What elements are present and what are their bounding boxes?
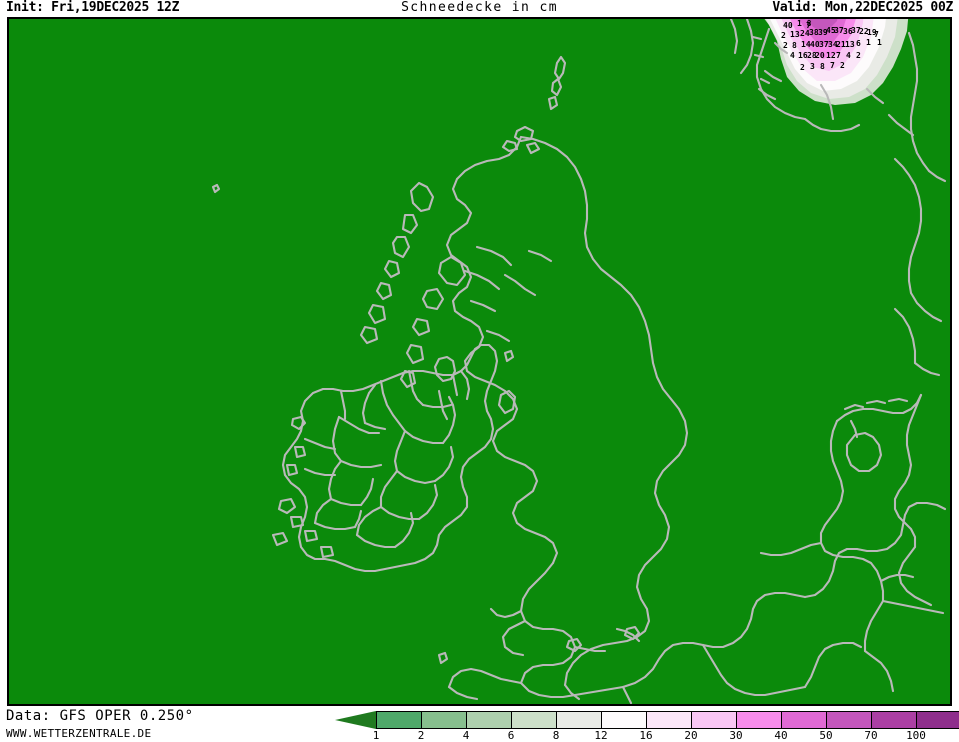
snow-depth-value: 14 — [801, 40, 811, 49]
snow-depth-value: 38 — [809, 28, 819, 37]
colorbar-legend[interactable]: 1 2 4 6 8 12 16 20 30 40 50 70 100 — [335, 711, 959, 742]
colorbar-swatch — [871, 711, 916, 729]
map-background — [9, 19, 950, 704]
colorbar-tick-label: 30 — [729, 729, 743, 742]
colorbar-tick-label: 40 — [774, 729, 788, 742]
snow-depth-value: 28 — [807, 51, 817, 60]
coastline-layer — [211, 19, 947, 704]
snow-depth-value: 37 — [819, 40, 829, 49]
snow-depth-value: 37 — [851, 26, 861, 35]
colorbar-swatch — [781, 711, 826, 729]
colorbar-swatch — [691, 711, 736, 729]
snow-depth-value: 12 — [826, 51, 836, 60]
colorbar-swatch — [376, 711, 421, 729]
colorbar-swatch — [601, 711, 646, 729]
colorbar-swatch — [556, 711, 601, 729]
snow-depth-value: 2 — [856, 51, 861, 60]
snow-depth-value: 4 — [846, 51, 851, 60]
snow-depth-value: 3 — [810, 62, 815, 71]
snow-field-scandinavia — [764, 19, 909, 105]
colorbar-tick-label: 12 — [594, 729, 608, 742]
snow-depth-value: 8 — [792, 41, 797, 50]
colorbar-swatch — [511, 711, 556, 729]
snow-depth-value: 8 — [820, 62, 825, 71]
snow-depth-value: 21 — [836, 40, 846, 49]
header-bar: Init: Fri,19DEC2025 12Z Schneedecke in c… — [0, 0, 959, 16]
snow-depth-value: 37 — [834, 26, 844, 35]
snow-depth-value: 7 — [874, 30, 879, 39]
snow-depth-value: 45 — [826, 26, 836, 35]
colorbar-tick-label: 8 — [552, 729, 560, 742]
snow-depth-value: 22 — [859, 27, 869, 36]
snow-depth-value: 34 — [828, 40, 838, 49]
colorbar-swatch — [736, 711, 781, 729]
colorbar-tick-label: 16 — [639, 729, 653, 742]
colorbar-tick-label: 70 — [864, 729, 878, 742]
snow-depth-value: 4 — [790, 51, 795, 60]
snow-depth-value: 40 — [783, 21, 793, 30]
snow-depth-value: 7 — [806, 21, 811, 30]
valid-time-label: Valid: Mon,22DEC2025 00Z — [772, 0, 953, 15]
snow-depth-value: 19 — [867, 28, 877, 37]
snow-depth-value: 1 — [866, 38, 871, 47]
snow-depth-value: 2 — [781, 31, 786, 40]
map-canvas[interactable]: 40 1 8 7 2 13 24 38 39 45 37 36 37 22 19 7 2 8 14 40 37 34 21… — [7, 17, 952, 706]
snow-depth-value: 39 — [818, 28, 828, 37]
snow-depth-value: 7 — [830, 61, 835, 70]
snow-depth-value: 20 — [815, 51, 825, 60]
colorbar-swatch — [826, 711, 871, 729]
snow-depth-value: 1 8 — [797, 19, 812, 28]
colorbar-tick-label: 20 — [684, 729, 698, 742]
colorbar-tick-label: 4 — [462, 729, 470, 742]
colorbar-under-arrow — [335, 711, 376, 729]
snow-depth-value: 24 — [800, 29, 810, 38]
website-label: WWW.WETTERZENTRALE.DE — [6, 727, 152, 740]
snow-depth-value: 16 — [798, 51, 808, 60]
colorbar-swatch — [466, 711, 511, 729]
snow-depth-value: 2 — [800, 63, 805, 72]
data-source-label: Data: GFS OPER 0.250° — [6, 708, 194, 724]
snow-depth-value: 7 — [836, 51, 841, 60]
snow-depth-value: 36 — [843, 27, 853, 36]
init-time-label: Init: Fri,19DEC2025 12Z — [6, 0, 180, 15]
colorbar-tick-label: 1 — [372, 729, 380, 742]
snow-depth-value: 40 — [810, 40, 820, 49]
colorbar-tick-label: 100 — [906, 729, 926, 742]
colorbar-tick-label: 50 — [819, 729, 833, 742]
colorbar-swatch — [421, 711, 466, 729]
snow-depth-value: 2 — [783, 41, 788, 50]
colorbar-swatch — [646, 711, 691, 729]
snow-depth-value: 1 — [877, 38, 882, 47]
snow-depth-value: 6 — [856, 39, 861, 48]
snow-depth-value: 13 — [845, 40, 855, 49]
map-vector-layer — [9, 19, 950, 704]
snow-depth-value: 13 — [790, 30, 800, 39]
page-title: Schneedecke in cm — [401, 0, 558, 15]
colorbar-tick-label: 6 — [507, 729, 515, 742]
snow-depth-value: 2 — [840, 61, 845, 70]
colorbar-tick-label: 2 — [417, 729, 425, 742]
colorbar-swatch — [916, 711, 959, 729]
